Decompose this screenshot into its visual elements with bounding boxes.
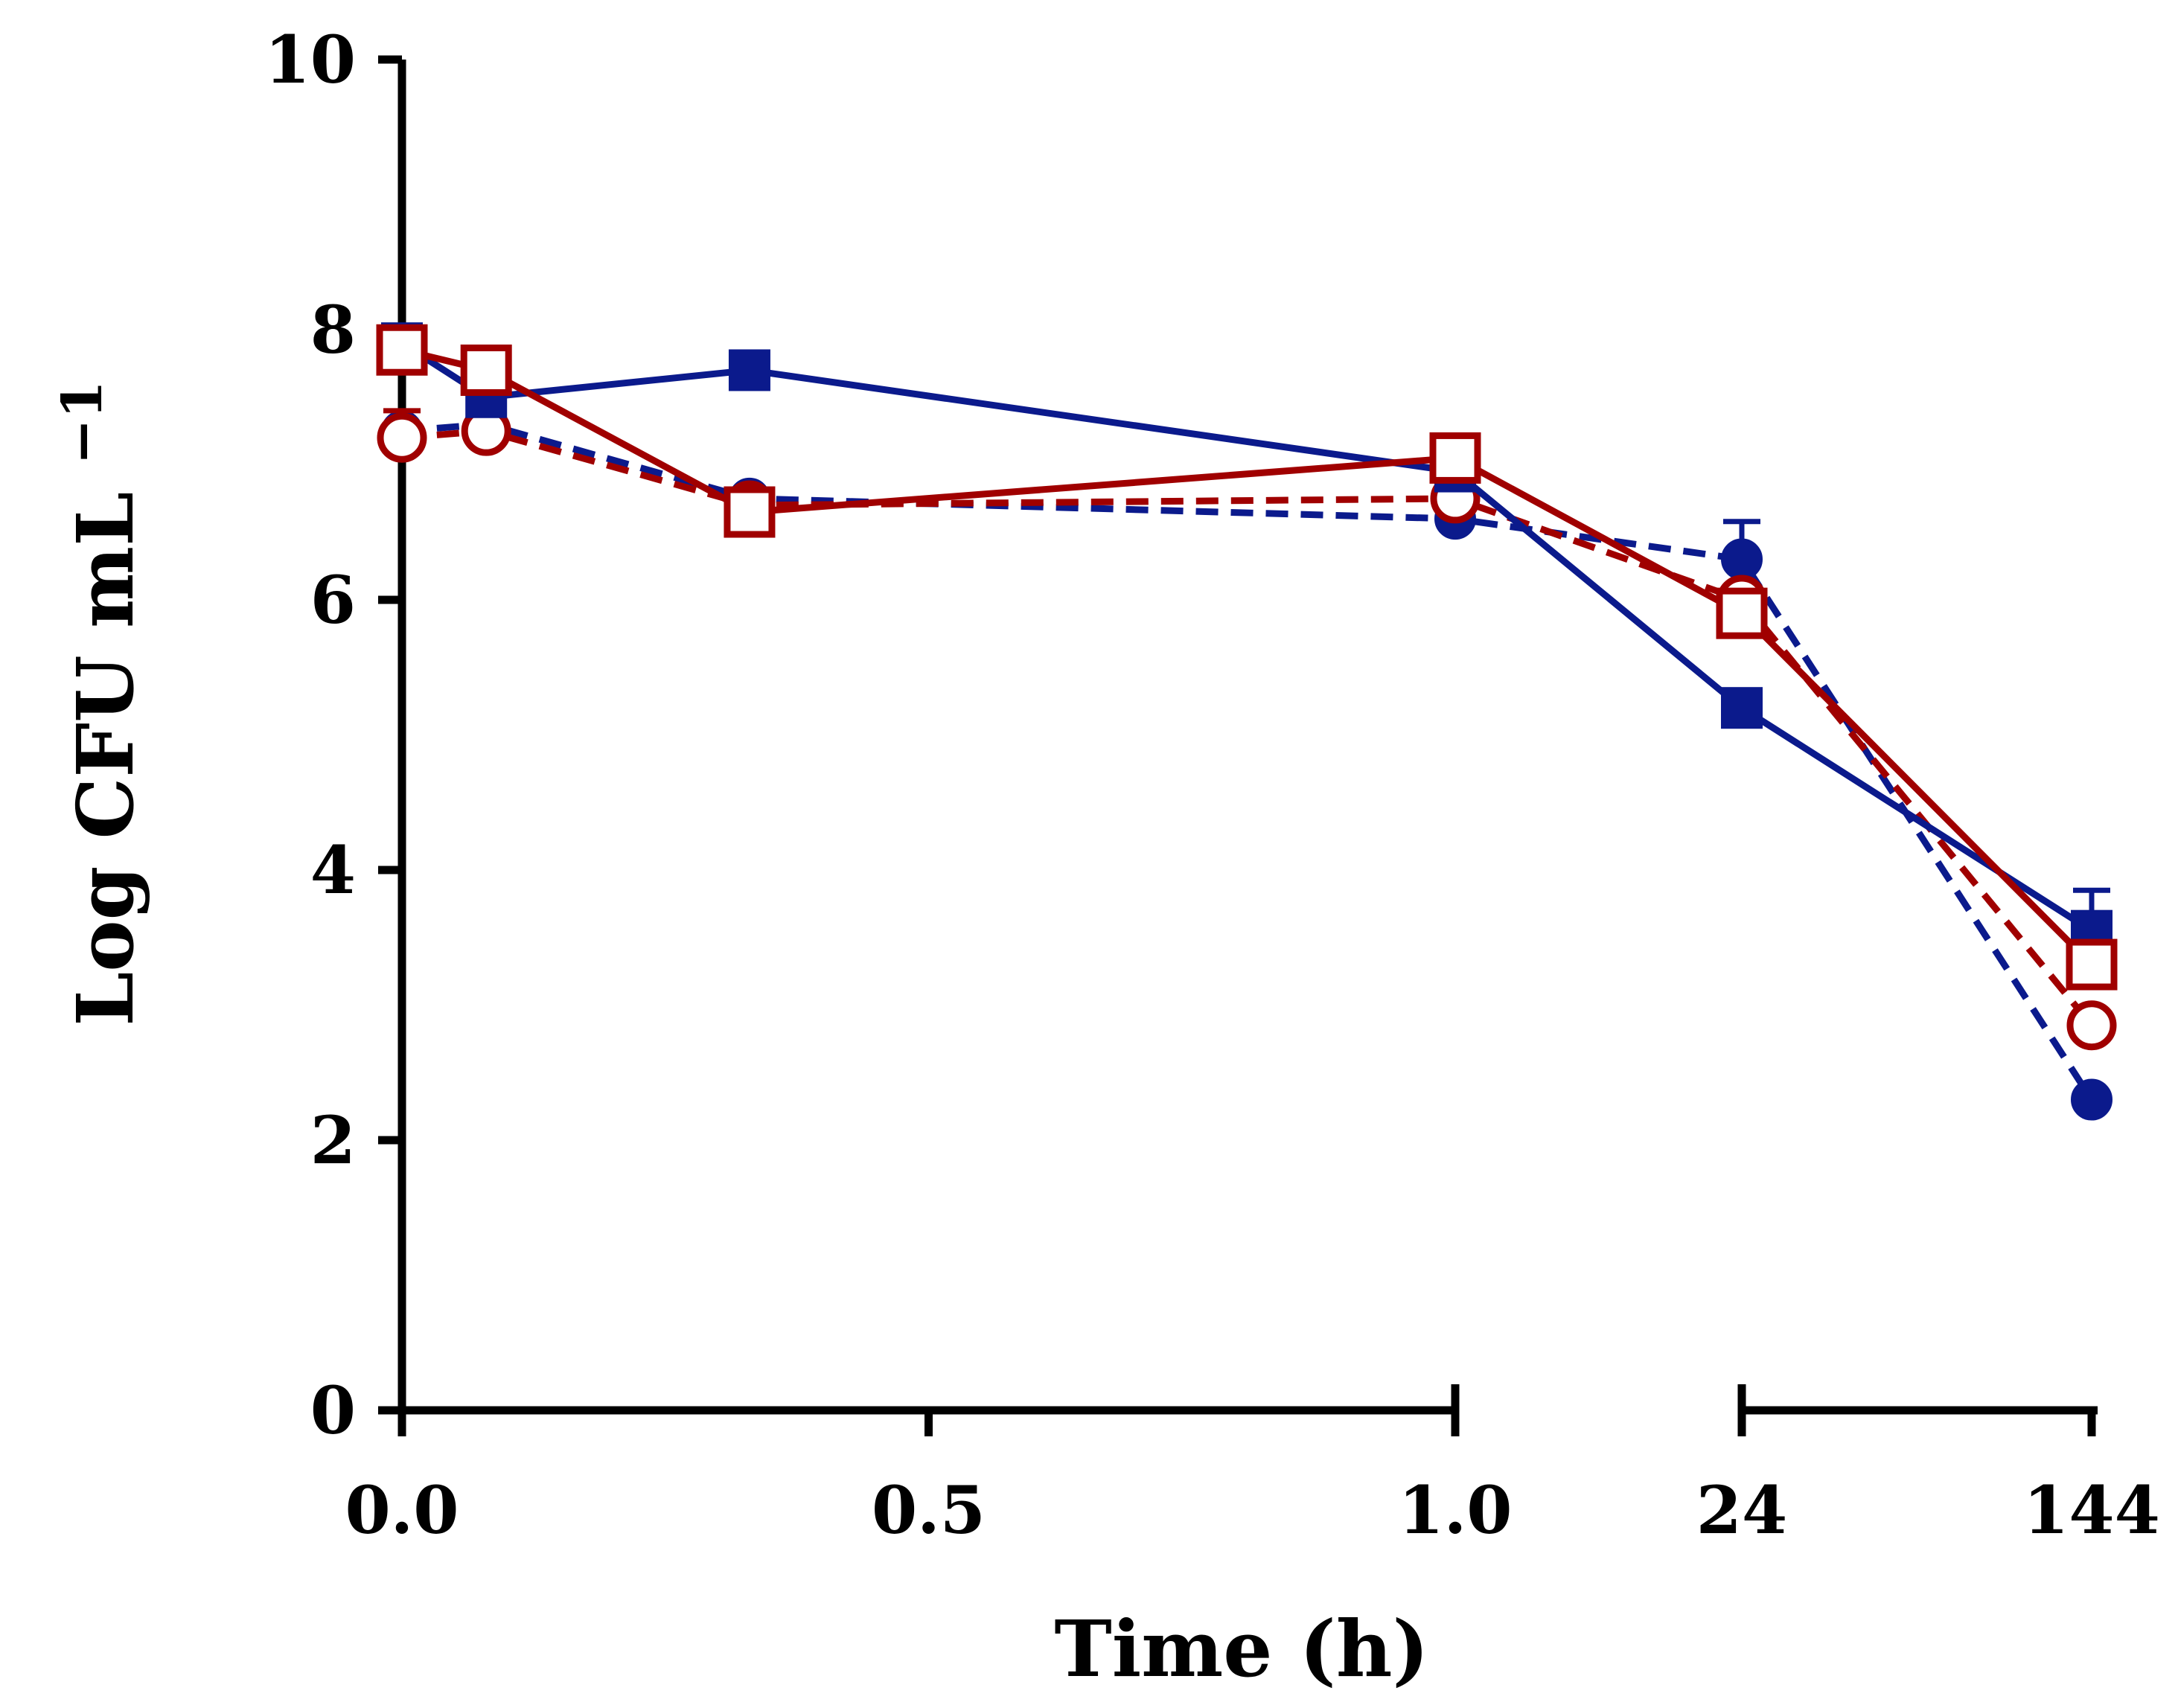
series-2-point-2	[724, 486, 776, 538]
y-tick-label-2: 4	[310, 831, 356, 909]
series-1-point-4	[1721, 538, 1763, 580]
series-1	[381, 403, 2112, 1121]
series-2	[376, 324, 2118, 991]
series-3-point-5	[2066, 1000, 2117, 1051]
series-0	[381, 322, 2112, 952]
series-1-point-5	[2071, 1078, 2112, 1121]
y-tick-label-0: 0	[310, 1372, 356, 1449]
series-3-line	[401, 427, 2095, 1028]
series-1-line	[401, 420, 2095, 1101]
x-tick-label-4: 144	[2023, 1471, 2160, 1549]
x-tick-label-1: 0.5	[872, 1471, 986, 1549]
y-axis-title: Log CFU mL −1	[51, 380, 151, 1026]
axes	[397, 60, 2098, 1415]
series-3-point-0	[377, 412, 427, 463]
x-tick-label-3: 24	[1696, 1471, 1787, 1549]
y-ticks: 0 2 4 6 8 10	[265, 21, 402, 1449]
y-axis-title-main: Log CFU mL	[60, 492, 151, 1026]
series-2-point-5	[2066, 938, 2118, 991]
y-axis-title-superscript: −1	[51, 380, 115, 465]
y-tick-label-5: 10	[265, 21, 356, 98]
y-tick-label-3: 6	[310, 561, 356, 639]
x-tick-label-2: 1.0	[1398, 1471, 1512, 1549]
series-2-point-0	[376, 324, 428, 376]
y-tick-label-4: 8	[310, 291, 356, 368]
x-ticks: 0.0 0.5 1.0 24 144	[345, 1410, 2160, 1549]
series-0-line	[400, 340, 2094, 934]
y-tick-label-1: 2	[310, 1101, 356, 1179]
series-2-point-1	[460, 344, 512, 396]
series-2-point-4	[1716, 587, 1768, 639]
x-tick-label-0: 0.0	[345, 1471, 459, 1549]
series-layer	[376, 322, 2118, 1121]
x-axis-title: Time (h)	[1054, 1603, 1428, 1695]
series-0-point-2	[728, 349, 770, 391]
series-3	[377, 390, 2117, 1051]
series-0-point-4	[1721, 687, 1763, 729]
series-2-point-3	[1429, 432, 1481, 484]
